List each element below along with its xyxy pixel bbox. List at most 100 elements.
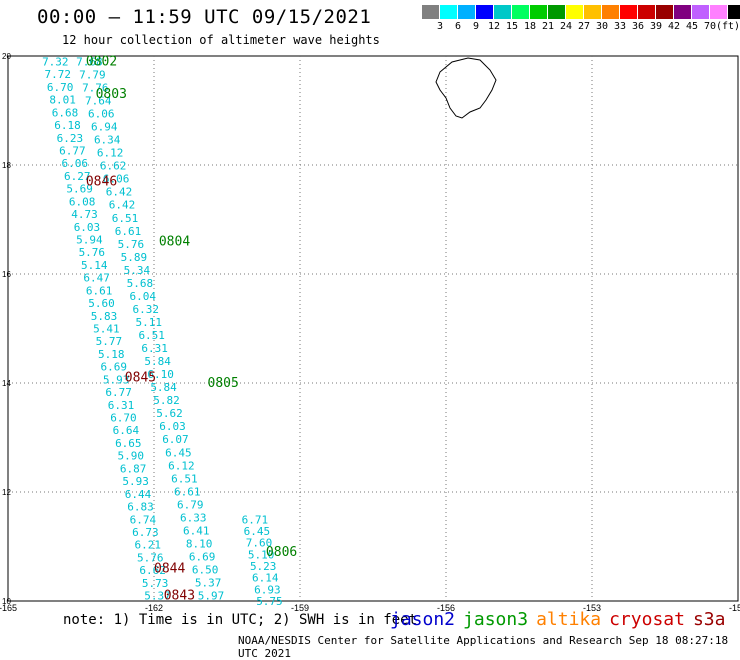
scale-label: 27 bbox=[577, 21, 591, 32]
wave-height-value: 5.10 bbox=[248, 548, 275, 561]
wave-height-value: 6.33 bbox=[180, 511, 207, 524]
scale-label: 24 bbox=[559, 21, 573, 32]
pass-time-label: 0803 bbox=[96, 87, 127, 102]
wave-height-value: 6.70 bbox=[47, 81, 74, 94]
wave-height-value: 6.93 bbox=[254, 583, 281, 596]
footer-credit: NOAA/NESDIS Center for Satellite Applica… bbox=[238, 634, 729, 660]
latitude-tick-label: 20 bbox=[2, 52, 11, 61]
wave-height-value: 6.14 bbox=[252, 572, 279, 585]
wave-height-value: 6.77 bbox=[105, 386, 132, 399]
scale-label: 6 bbox=[454, 21, 462, 32]
wave-height-value: 6.31 bbox=[108, 399, 134, 412]
longitude-tick-label: -165 bbox=[0, 603, 17, 613]
scale-swatch bbox=[440, 5, 458, 19]
wave-height-value: 6.61 bbox=[86, 284, 113, 297]
map-frame bbox=[7, 55, 739, 602]
wave-height-value: 5.93 bbox=[122, 475, 149, 488]
wave-height-value: 6.73 bbox=[132, 526, 159, 539]
wave-height-value: 7.68 bbox=[76, 55, 103, 68]
wave-height-value: 6.51 bbox=[112, 212, 139, 225]
wave-height-value: 6.47 bbox=[83, 272, 110, 285]
wave-height-value: 6.23 bbox=[57, 132, 84, 145]
scale-label: (ft) bbox=[715, 21, 740, 32]
scale-swatch bbox=[692, 5, 710, 19]
wave-height-value: 5.77 bbox=[96, 335, 123, 348]
color-scale-labels: 3 6 9 12 15 18 21 24 27 30 33 36 39 42 45 70 (ft) bbox=[422, 21, 740, 33]
wave-height-value: 6.06 bbox=[88, 108, 115, 121]
scale-swatch bbox=[566, 5, 584, 19]
wave-height-value: 7.79 bbox=[79, 68, 106, 81]
color-scale bbox=[422, 5, 740, 19]
scale-label: 33 bbox=[613, 21, 627, 32]
wave-height-value: 6.62 bbox=[100, 160, 127, 173]
pass-time-label: 0845 bbox=[125, 371, 156, 386]
wave-height-value: 5.76 bbox=[137, 551, 164, 564]
satellite-legend: jason2 jason3 altika cryosat s3a bbox=[390, 609, 733, 630]
wave-height-value: 6.12 bbox=[168, 459, 195, 472]
wave-height-value: 5.41 bbox=[93, 323, 120, 336]
wave-height-value: 6.61 bbox=[115, 225, 142, 238]
scale-swatch bbox=[656, 5, 674, 19]
scale-label: 21 bbox=[541, 21, 555, 32]
legend-item-jason3: jason3 bbox=[463, 609, 529, 630]
wave-height-value: 6.07 bbox=[162, 433, 189, 446]
latitude-tick-label: 12 bbox=[2, 488, 11, 497]
wave-height-value: 6.32 bbox=[133, 303, 160, 316]
scale-swatch bbox=[728, 5, 740, 19]
wave-height-value: 5.83 bbox=[91, 310, 118, 323]
wave-height-value: 5.23 bbox=[250, 560, 277, 573]
wave-height-value: 6.94 bbox=[91, 121, 118, 134]
pass-time-label: 0806 bbox=[266, 545, 297, 560]
scale-swatch bbox=[602, 5, 620, 19]
wave-height-value: 6.12 bbox=[97, 147, 124, 160]
wave-height-value: 6.77 bbox=[59, 144, 86, 157]
wave-height-value: 6.70 bbox=[110, 412, 137, 425]
wave-height-value: 5.76 bbox=[118, 238, 144, 251]
wave-height-value: 6.71 bbox=[242, 513, 269, 526]
wave-height-value: 6.61 bbox=[174, 485, 201, 498]
scale-label: 15 bbox=[505, 21, 519, 32]
scale-label: 3 bbox=[436, 21, 444, 32]
longitude-tick-label: -150 bbox=[729, 603, 740, 613]
wave-height-value: 6.45 bbox=[244, 525, 271, 538]
wave-height-value: 6.74 bbox=[130, 513, 157, 526]
scale-label: 9 bbox=[472, 21, 480, 32]
scale-swatch bbox=[620, 5, 638, 19]
wave-height-value: 5.97 bbox=[198, 590, 225, 603]
scale-swatch bbox=[584, 5, 602, 19]
wave-height-value: 4.73 bbox=[71, 208, 98, 221]
wave-height-value: 5.11 bbox=[135, 316, 162, 329]
wave-height-value: 5.90 bbox=[118, 450, 145, 463]
scale-swatch bbox=[458, 5, 476, 19]
wave-height-value: 7.76 bbox=[82, 82, 109, 95]
wave-height-value: 5.62 bbox=[156, 407, 183, 420]
latitude-tick-label: 16 bbox=[2, 270, 11, 279]
wave-height-value: 6.64 bbox=[113, 424, 140, 437]
wave-height-value: 6.65 bbox=[115, 437, 142, 450]
wave-height-value: 6.69 bbox=[100, 361, 127, 374]
wave-height-value: 6.06 bbox=[103, 173, 130, 186]
wave-height-value: 5.84 bbox=[144, 355, 171, 368]
wave-height-value: 6.42 bbox=[106, 186, 133, 199]
wave-height-value: 6.79 bbox=[177, 498, 204, 511]
wave-height-value: 6.03 bbox=[159, 420, 186, 433]
page-subtitle: 12 hour collection of altimeter wave hei… bbox=[62, 33, 380, 47]
wave-height-value: 6.51 bbox=[171, 472, 198, 485]
wave-height-value: 6.04 bbox=[130, 290, 157, 303]
pass-time-label: 0844 bbox=[154, 561, 185, 576]
pass-time-label: 0843 bbox=[164, 589, 195, 604]
scale-label: 36 bbox=[631, 21, 645, 32]
wave-height-value: 6.18 bbox=[54, 119, 81, 132]
wave-height-value: 6.62 bbox=[139, 564, 166, 577]
longitude-tick-label: -159 bbox=[291, 603, 309, 613]
pass-time-label: 0805 bbox=[208, 376, 239, 391]
wave-height-value: 6.51 bbox=[138, 329, 165, 342]
wave-height-value: 6.50 bbox=[192, 563, 219, 576]
wave-height-value: 5.37 bbox=[195, 577, 222, 590]
wave-height-value: 6.44 bbox=[125, 488, 152, 501]
wave-height-value: 7.32 bbox=[42, 55, 69, 68]
longitude-tick-label: -156 bbox=[437, 603, 455, 613]
wave-height-value: 6.69 bbox=[189, 550, 216, 563]
wave-height-value: 5.69 bbox=[66, 183, 93, 196]
